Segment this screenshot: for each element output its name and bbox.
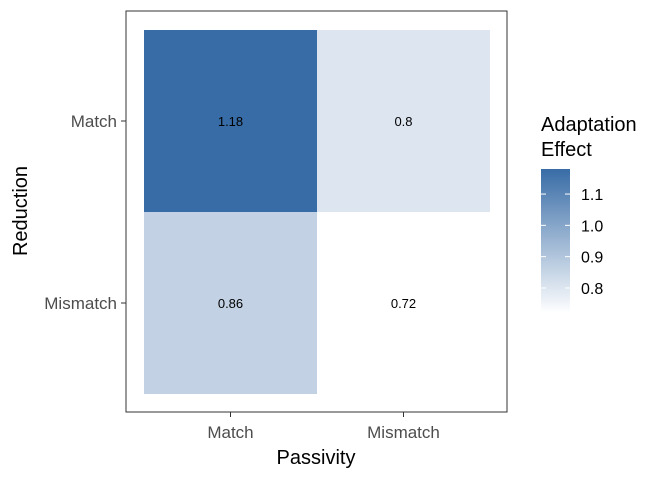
legend-title-line-2: Effect xyxy=(541,139,592,161)
x-tick-label: Mismatch xyxy=(367,423,440,442)
y-axis-ticks: Match Mismatch xyxy=(44,112,126,313)
y-tick-label: Mismatch xyxy=(44,294,117,313)
cell-value-label: 1.18 xyxy=(218,114,243,129)
y-axis-title: Reduction xyxy=(10,166,32,256)
legend-title-line-1: Adaptation xyxy=(541,114,637,136)
heatmap-cell xyxy=(317,212,490,394)
x-tick-label: Match xyxy=(207,423,253,442)
x-axis-ticks: Match Mismatch xyxy=(207,412,440,442)
plot-panel-frame xyxy=(125,10,508,413)
legend: Adaptation Effect 0.8 0.9 1.0 1.1 xyxy=(541,114,637,313)
heatmap-cell xyxy=(144,212,317,394)
legend-ticks: 0.8 0.9 1.0 1.1 xyxy=(541,187,603,298)
heatmap-cells: 1.18 0.8 0.86 0.72 xyxy=(144,30,490,394)
y-tick-label: Match xyxy=(71,112,117,131)
legend-tick-label: 0.8 xyxy=(581,281,603,298)
heatmap-cell xyxy=(317,30,490,212)
x-axis-title: Passivity xyxy=(277,447,356,469)
cell-value-label: 0.86 xyxy=(218,296,243,311)
legend-tick-label: 1.1 xyxy=(581,187,603,204)
cell-value-label: 0.72 xyxy=(391,296,416,311)
cell-value-label: 0.8 xyxy=(394,114,412,129)
legend-tick-label: 0.9 xyxy=(581,250,603,267)
legend-colorbar xyxy=(541,169,570,313)
legend-tick-label: 1.0 xyxy=(581,218,603,235)
heatmap-cell xyxy=(144,30,317,212)
